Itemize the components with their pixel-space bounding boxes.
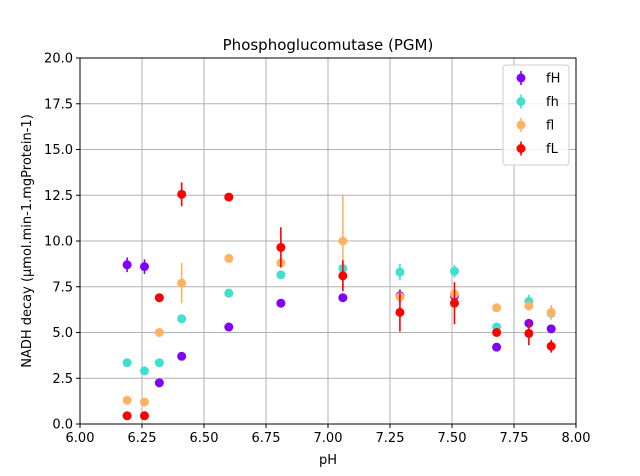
y-tick-label: 5.0 xyxy=(52,326,73,341)
x-tick-label: 7.50 xyxy=(438,431,467,446)
data-point xyxy=(224,288,234,298)
data-point xyxy=(224,253,234,263)
data-point xyxy=(276,242,286,252)
x-tick-label: 8.00 xyxy=(562,431,591,446)
x-tick-label: 7.75 xyxy=(500,431,529,446)
legend-label: fl xyxy=(546,119,554,134)
data-point xyxy=(395,267,405,277)
data-point xyxy=(276,298,286,308)
data-point xyxy=(492,328,502,337)
data-point xyxy=(122,411,132,421)
y-axis-label: NADH decay (µmol.min-1.mgProtein-1) xyxy=(20,114,35,368)
data-point xyxy=(449,266,459,276)
data-point xyxy=(139,366,149,376)
data-point xyxy=(338,271,348,281)
data-layer xyxy=(122,182,556,421)
data-point xyxy=(139,411,149,421)
x-tick-label: 7.25 xyxy=(376,431,405,446)
legend-marker xyxy=(516,120,526,130)
data-point xyxy=(154,358,164,368)
chart-title: Phosphoglucomutase (PGM) xyxy=(223,36,434,54)
ticks: 6.00 6.25 6.50 6.75 7.00 7.25 7.50 7.75 8.00 0.0 2… xyxy=(44,52,590,447)
legend-label: fH xyxy=(546,72,560,87)
data-point xyxy=(139,397,149,407)
data-point xyxy=(139,262,149,272)
y-tick-label: 20.0 xyxy=(44,52,73,67)
legend-label: fL xyxy=(546,142,559,157)
x-tick-label: 6.25 xyxy=(128,431,157,446)
legend-marker xyxy=(516,97,526,106)
y-tick-label: 7.5 xyxy=(52,280,73,295)
data-point xyxy=(546,307,556,317)
data-point xyxy=(177,314,187,324)
data-point xyxy=(546,341,556,351)
y-tick-label: 15.0 xyxy=(44,143,73,158)
y-tick-label: 10.0 xyxy=(44,235,73,250)
legend-marker xyxy=(516,73,526,83)
data-point xyxy=(154,328,164,337)
x-tick-label: 6.50 xyxy=(190,431,219,446)
x-axis-label: pH xyxy=(319,453,337,468)
legend-marker xyxy=(516,144,526,153)
data-point xyxy=(395,307,405,317)
data-point xyxy=(177,278,187,288)
x-tick-label: 7.00 xyxy=(314,431,343,446)
data-point xyxy=(338,293,348,303)
x-tick-label: 6.00 xyxy=(66,431,95,446)
data-point xyxy=(224,322,234,332)
data-point xyxy=(122,358,132,368)
data-point xyxy=(492,303,502,313)
data-point xyxy=(524,328,534,338)
data-point xyxy=(122,395,132,405)
data-point xyxy=(492,342,502,352)
data-point xyxy=(449,298,459,308)
series-fL xyxy=(122,182,556,421)
y-tick-label: 12.5 xyxy=(44,189,73,204)
data-point xyxy=(154,378,164,388)
y-tick-label: 2.5 xyxy=(52,372,73,387)
legend-box xyxy=(502,64,570,166)
data-point xyxy=(177,189,187,199)
data-point xyxy=(177,351,187,361)
data-point xyxy=(546,324,556,334)
x-tick-label: 6.75 xyxy=(252,431,281,446)
data-point xyxy=(122,260,132,270)
data-point xyxy=(338,236,348,246)
legend: fH fh fl fL xyxy=(502,64,570,166)
y-tick-label: 17.5 xyxy=(44,97,73,112)
legend-label: fh xyxy=(546,95,559,110)
data-point xyxy=(276,270,286,280)
y-tick-label: 0.0 xyxy=(52,418,73,433)
data-point xyxy=(524,301,534,311)
data-point xyxy=(224,192,234,202)
data-point xyxy=(154,293,164,303)
series-fl xyxy=(122,194,556,407)
